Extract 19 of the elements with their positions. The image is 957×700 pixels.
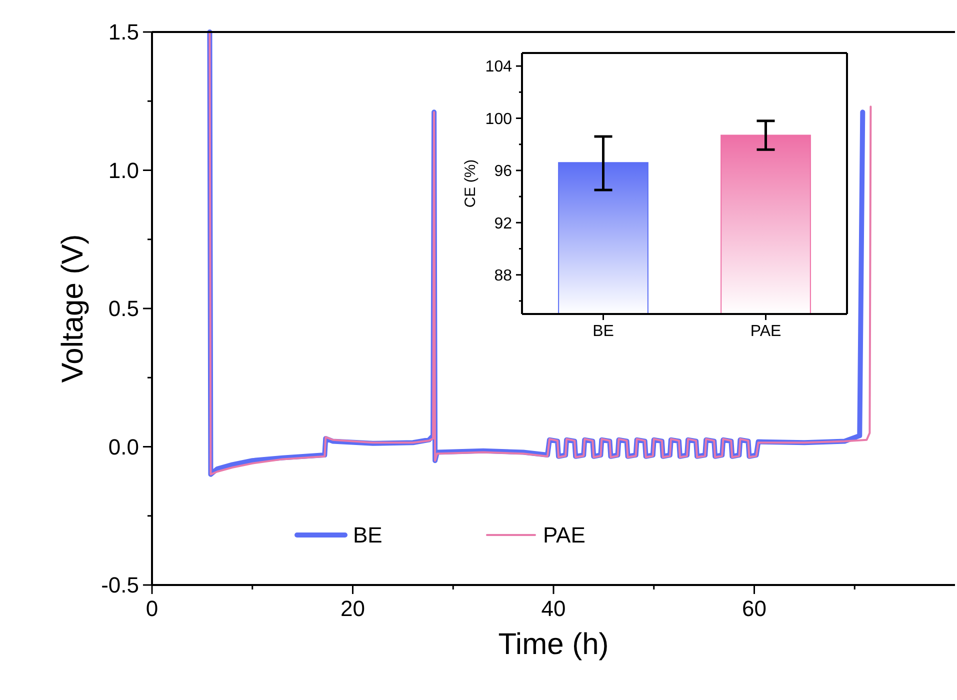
y-tick-label: 88	[494, 267, 512, 284]
y-tick-label: 1.0	[108, 158, 139, 183]
y-tick-label: 92	[494, 215, 512, 232]
x-tick-label: 20	[340, 596, 365, 621]
y-tick-label: 96	[494, 163, 512, 180]
y-axis-title: Voltage (V)	[56, 234, 90, 383]
y-tick-label: 100	[485, 110, 512, 128]
x-tick-label: 0	[146, 596, 158, 621]
x-axis-title: Time (h)	[498, 628, 609, 661]
legend-label: PAE	[543, 522, 586, 548]
y-tick-label: 0.5	[108, 296, 139, 322]
y-axis-title: CE (%)	[462, 159, 479, 208]
y-tick-label: 104	[485, 58, 512, 76]
x-tick-label: 40	[541, 596, 566, 621]
x-tick-label: 60	[742, 596, 766, 621]
y-tick-label: -0.5	[101, 572, 139, 598]
y-tick-label: 0.0	[108, 434, 139, 460]
y-tick-label: 1.5	[108, 20, 139, 45]
legend-label: BE	[353, 522, 382, 548]
